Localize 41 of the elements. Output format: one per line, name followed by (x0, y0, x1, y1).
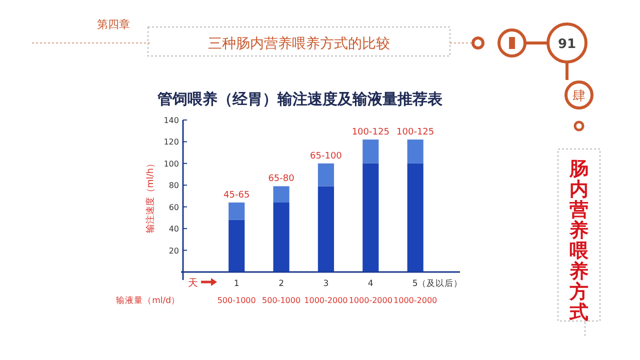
text: 天 (188, 278, 198, 289)
text: 1000-2000 (304, 296, 348, 305)
y-tick-label: 40 (168, 224, 179, 234)
text: 第四章 (97, 18, 130, 31)
x-tick-label: 5（及以后） (412, 278, 463, 289)
text: 500-1000 (217, 296, 256, 305)
data-label: 100-125 (352, 128, 390, 138)
bar (362, 163, 379, 272)
x-tick-label: 2 (278, 279, 284, 289)
y-tick-label: 100 (164, 159, 179, 168)
bar (273, 186, 290, 203)
bar (273, 202, 290, 272)
data-label: 100-125 (396, 128, 434, 138)
text: 三种肠内营养喂养方式的比较 (208, 36, 390, 52)
y-tick-label: 80 (168, 181, 179, 190)
data-label: 45-65 (224, 190, 250, 201)
bar (362, 140, 379, 164)
chart-title: 管饲喂养（经胃）输注速度及输液量推荐表 (156, 90, 444, 108)
data-label: 65-100 (310, 151, 342, 162)
bar (318, 163, 334, 186)
x-tick-label: 3 (323, 279, 329, 289)
y-axis-title: 输注速度（ml/h） (145, 158, 156, 234)
bar (228, 220, 245, 272)
x-tick-label: 4 (368, 279, 374, 289)
bar (407, 163, 424, 272)
text: 肆 (572, 89, 586, 104)
text: 1000-2000 (394, 296, 438, 305)
text: 肠内营养喂养方式 (568, 158, 590, 324)
y-tick-label: 120 (164, 138, 179, 147)
y-tick-label: 140 (164, 116, 179, 125)
data-label: 65-80 (268, 174, 295, 184)
text: 输液量（ml/d） (116, 295, 180, 306)
x-tick-label: 1 (234, 279, 240, 289)
text: 500-1000 (262, 296, 301, 305)
bar (407, 140, 424, 164)
y-tick-label: 60 (168, 202, 179, 212)
text: 1000-2000 (348, 296, 392, 305)
text: 91 (558, 37, 576, 52)
y-tick-label: 20 (168, 246, 179, 256)
bar (318, 186, 334, 272)
bar (228, 202, 245, 220)
